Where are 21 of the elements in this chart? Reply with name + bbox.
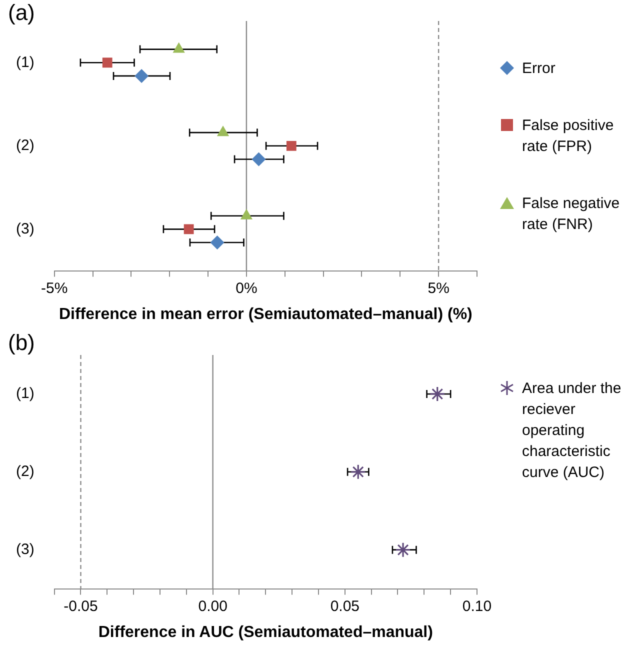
legend-label: Error xyxy=(522,59,556,79)
chart-title: (b) xyxy=(8,330,35,356)
legend-label: False negative rate (FNR) xyxy=(522,194,621,235)
x-axis-title: Difference in mean error (Semiautomated–manual) (%) xyxy=(58,306,472,323)
y-tick-label: (2) xyxy=(16,463,34,480)
y-tick-label: (1) xyxy=(16,54,34,71)
legend-label: Area under the reciever operating characteristic curve (AUC) xyxy=(522,379,622,483)
chart-title: (a) xyxy=(8,0,35,26)
x-tick-label: 0.00 xyxy=(198,598,228,615)
legend-label: False positive rate (FPR) xyxy=(522,116,615,157)
x-tick-label: 0.05 xyxy=(330,598,360,615)
y-tick-label: (1) xyxy=(16,385,34,402)
x-tick-label: 0% xyxy=(236,280,258,297)
x-tick-label: 5% xyxy=(428,280,450,297)
x-tick-label: -0.05 xyxy=(64,598,98,615)
y-tick-label: (3) xyxy=(16,540,34,558)
y-tick-label: (2) xyxy=(16,137,34,154)
y-tick-label: (3) xyxy=(16,220,34,238)
x-axis-title: Difference in AUC (Semiautomated–manual) xyxy=(98,624,433,641)
x-tick-label: 0.10 xyxy=(462,598,492,615)
x-tick-label: -5% xyxy=(40,280,68,297)
